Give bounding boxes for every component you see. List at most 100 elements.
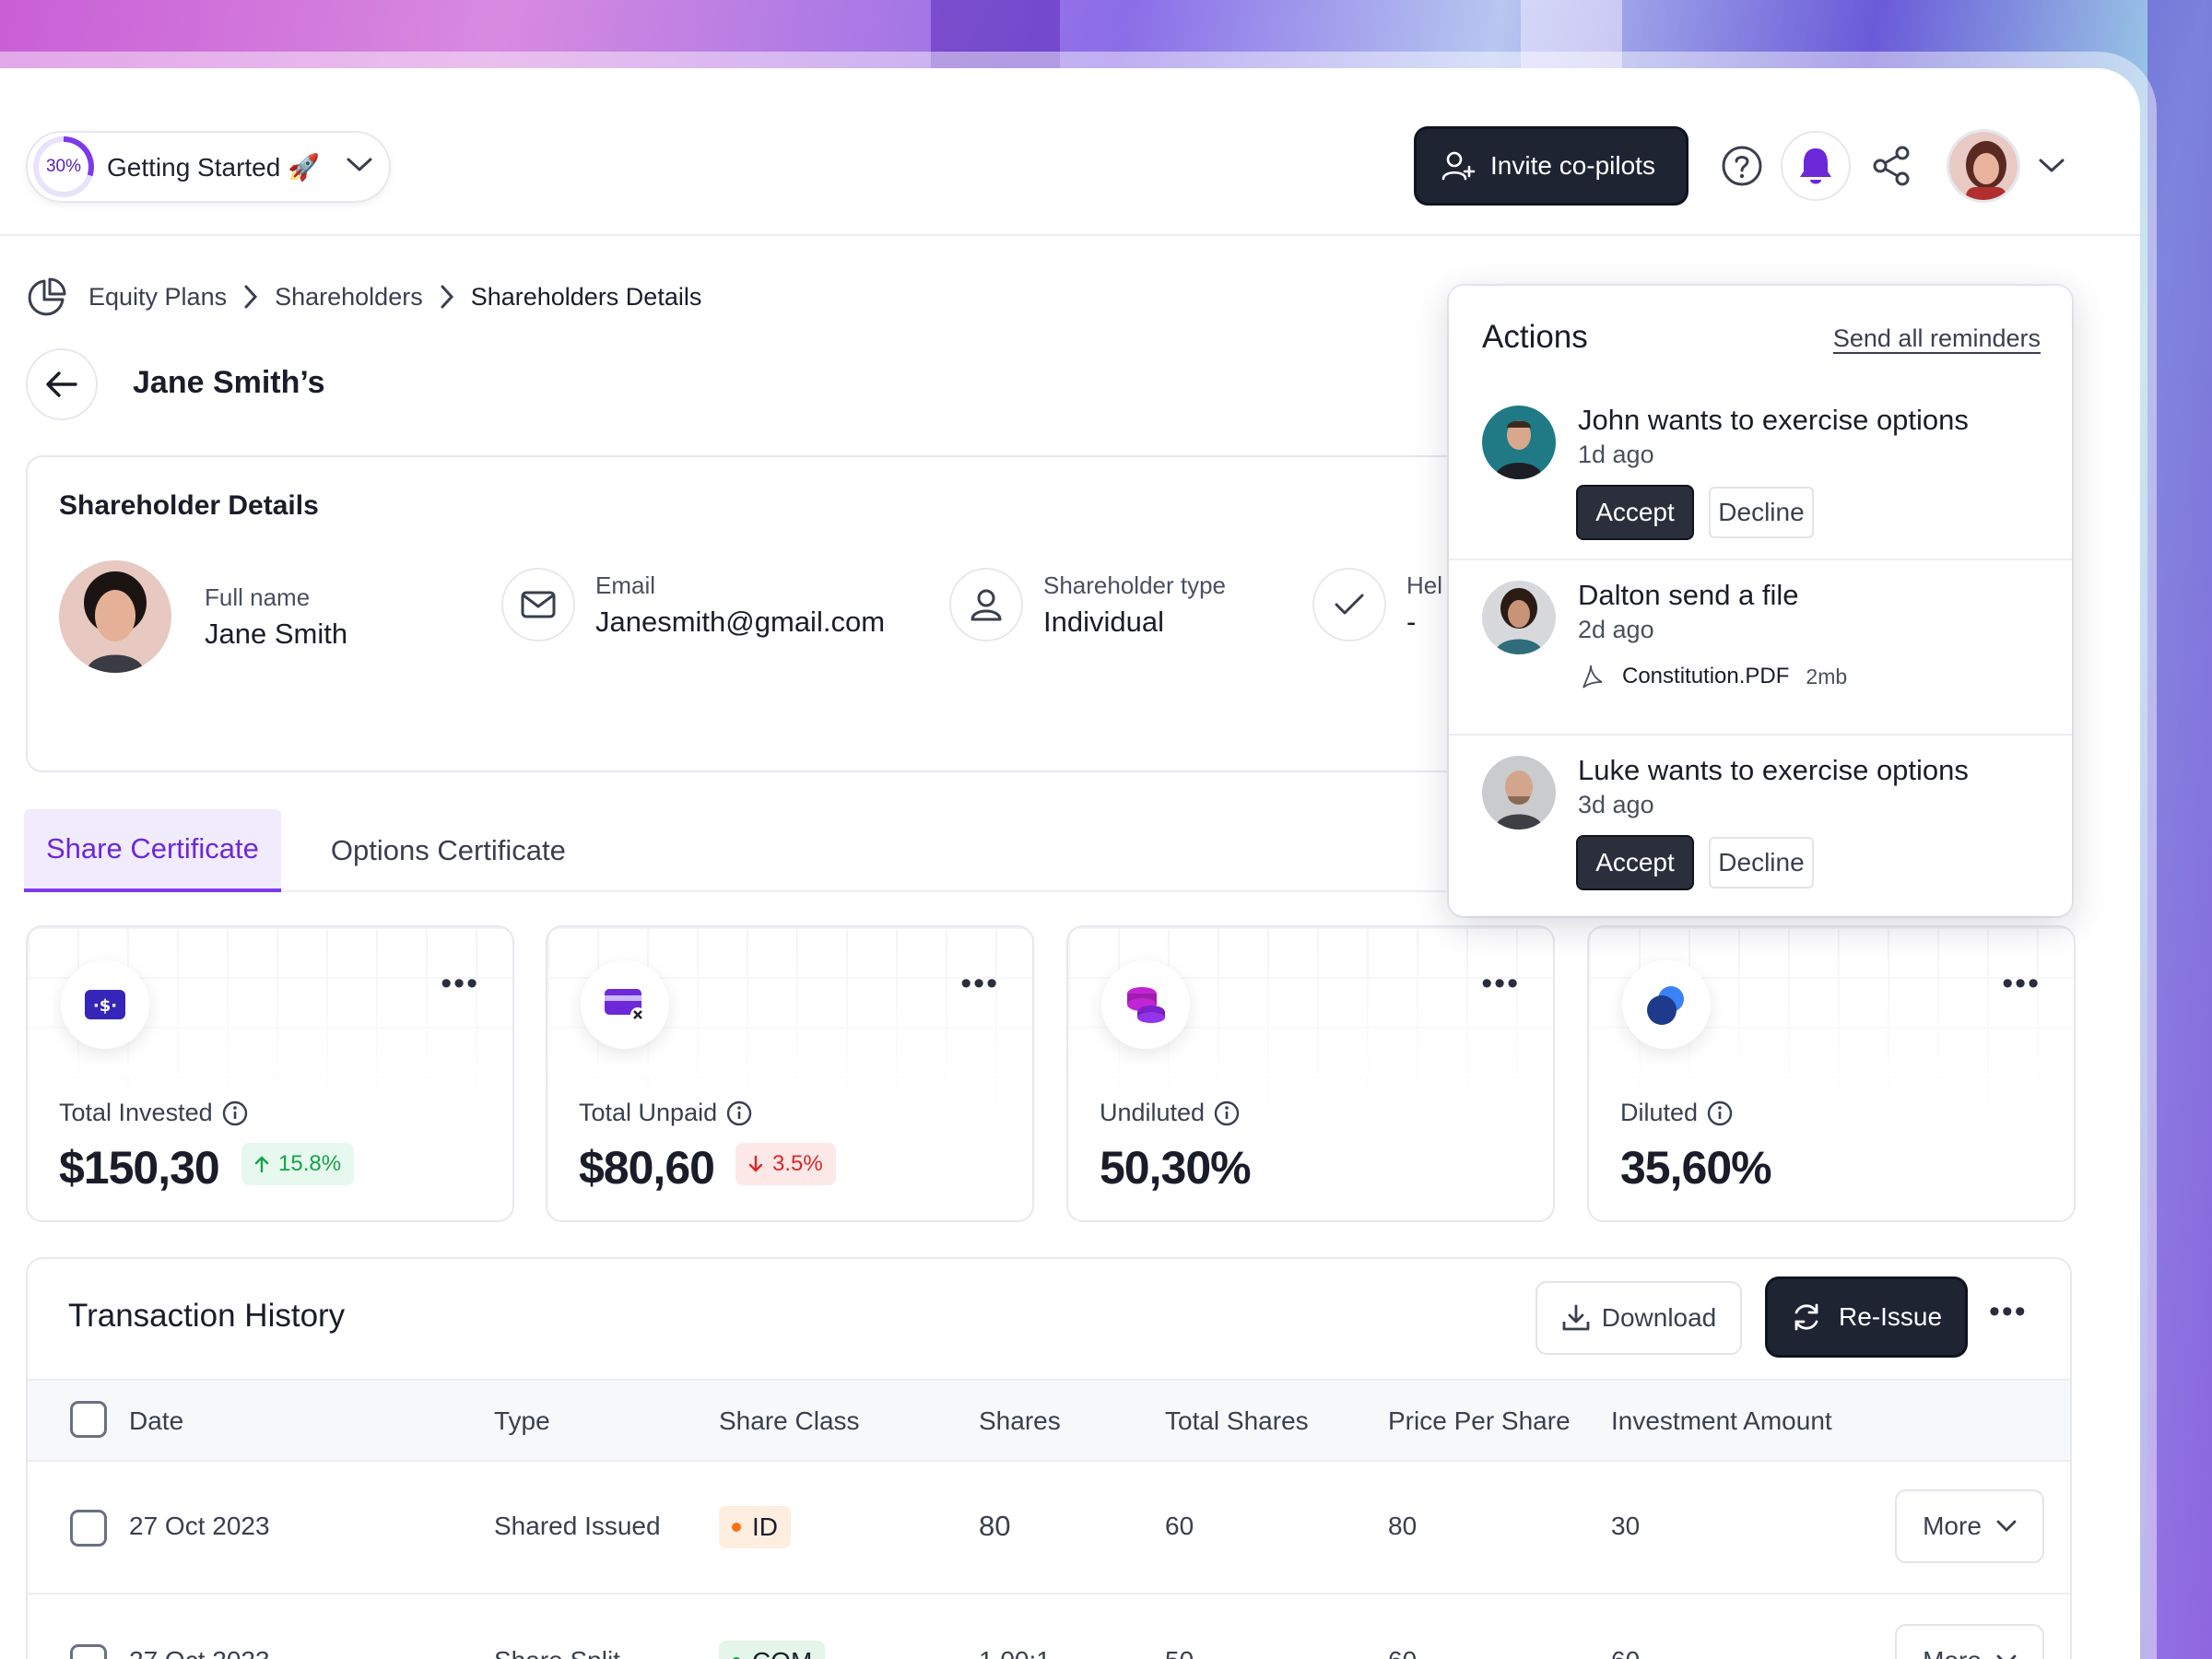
avatar xyxy=(1482,756,1556,830)
info-icon[interactable] xyxy=(726,1100,752,1126)
row-total-shares: 50 xyxy=(1165,1646,1194,1659)
action-item: Dalton send a file 2d ago Constitution.P… xyxy=(1449,560,2072,735)
more-options-icon[interactable]: ••• xyxy=(1989,1294,2028,1329)
shareholder-avatar xyxy=(59,560,171,673)
avatar xyxy=(1482,406,1556,479)
arrow-left-icon xyxy=(45,371,78,398)
certificate-tabs: Share Certificate Options Certificate xyxy=(24,809,1471,892)
user-avatar[interactable] xyxy=(1947,129,2020,203)
full-name-label: Full name xyxy=(205,582,311,611)
share-icon[interactable] xyxy=(1856,131,1926,201)
full-name-field: Full name Jane Smith xyxy=(59,560,347,673)
getting-started-label: Getting Started 🚀 xyxy=(107,152,320,182)
stat-card-total-unpaid: ••• Total Unpaid $80,60 3.5% xyxy=(546,925,1034,1222)
arrow-up-icon xyxy=(254,1155,269,1173)
row-price-per-share: 60 xyxy=(1388,1646,1417,1659)
column-header[interactable]: Date xyxy=(129,1406,184,1435)
column-header[interactable]: Shares xyxy=(979,1406,1061,1435)
share-class-label: ID xyxy=(752,1512,778,1541)
bell-icon[interactable] xyxy=(1781,131,1851,201)
pie-chart-icon xyxy=(26,276,68,318)
table-row[interactable]: 27 Oct 2023 Share Split COM 1.00:1 50 60… xyxy=(28,1594,2070,1659)
decline-button[interactable]: Decline xyxy=(1709,837,1814,888)
transaction-history-card: Transaction History Download Re-Issue ••… xyxy=(26,1257,2072,1659)
action-text: John wants to exercise options xyxy=(1578,404,1969,436)
card-menu-icon[interactable]: ••• xyxy=(2002,966,2041,1001)
help-icon[interactable] xyxy=(1707,131,1777,201)
column-header[interactable]: Total Shares xyxy=(1165,1406,1309,1435)
chevron-right-icon xyxy=(243,284,258,310)
chevron-down-icon[interactable] xyxy=(2017,131,2087,201)
back-button[interactable] xyxy=(26,348,98,420)
card-menu-icon[interactable]: ••• xyxy=(1481,966,1520,1001)
table-row[interactable]: 27 Oct 2023 Shared Issued ID 80 60 80 30… xyxy=(28,1462,2070,1594)
status-dot xyxy=(732,1523,741,1532)
row-date: 27 Oct 2023 xyxy=(129,1646,270,1659)
breadcrumb-shareholders[interactable]: Shareholders xyxy=(275,282,423,311)
more-label: More xyxy=(1923,1646,1982,1659)
row-checkbox[interactable] xyxy=(70,1644,107,1659)
breadcrumb-equity-plans[interactable]: Equity Plans xyxy=(88,282,228,311)
mail-icon xyxy=(501,568,575,641)
transaction-history-title: Transaction History xyxy=(68,1298,346,1334)
coins-stack-icon xyxy=(1101,960,1190,1049)
file-name: Constitution.PDF xyxy=(1622,664,1790,688)
background-streak xyxy=(2147,0,2212,1659)
column-header[interactable]: Investment Amount xyxy=(1611,1406,1832,1435)
stat-label: Total Unpaid xyxy=(579,1099,718,1126)
re-issue-button[interactable]: Re-Issue xyxy=(1768,1279,1965,1355)
stat-value: $80,60 xyxy=(579,1142,715,1194)
action-time: 1d ago xyxy=(1578,441,1654,468)
chevron-down-icon xyxy=(1996,1520,2017,1533)
email-value: Janesmith@gmail.com xyxy=(595,605,886,638)
send-all-reminders-link[interactable]: Send all reminders xyxy=(1832,324,2041,352)
stat-label: Total Invested xyxy=(59,1099,213,1126)
file-attachment[interactable]: Constitution.PDF 2mb xyxy=(1578,662,1847,691)
decline-button[interactable]: Decline xyxy=(1709,487,1814,538)
column-header[interactable]: Type xyxy=(494,1406,550,1435)
refresh-icon xyxy=(1791,1301,1822,1333)
trend-value: 3.5% xyxy=(772,1151,823,1176)
check-icon xyxy=(1312,568,1386,641)
card-menu-icon[interactable]: ••• xyxy=(960,966,999,1001)
status-dot xyxy=(732,1657,741,1659)
select-all-checkbox[interactable] xyxy=(70,1401,107,1438)
held-value: - xyxy=(1406,605,1417,638)
trend-badge: 3.5% xyxy=(735,1143,836,1185)
row-type: Shared Issued xyxy=(494,1512,661,1540)
column-header[interactable]: Price Per Share xyxy=(1388,1406,1571,1435)
shareholder-details-card: Shareholder Details Full name Jane Smith… xyxy=(26,455,1464,772)
card-x-icon xyxy=(581,960,669,1049)
download-icon xyxy=(1561,1303,1591,1333)
accept-button[interactable]: Accept xyxy=(1578,487,1692,538)
email-field: Email Janesmith@gmail.com xyxy=(501,568,885,641)
column-header[interactable]: Share Class xyxy=(719,1406,860,1435)
row-checkbox[interactable] xyxy=(70,1510,107,1547)
getting-started-dropdown[interactable]: 30% Getting Started 🚀 xyxy=(26,131,391,203)
row-shares: 1.00:1 xyxy=(979,1646,1051,1659)
download-button[interactable]: Download xyxy=(1535,1281,1742,1355)
row-total-shares: 60 xyxy=(1165,1512,1194,1540)
row-more-button[interactable]: More xyxy=(1895,1489,2044,1563)
card-menu-icon[interactable]: ••• xyxy=(441,966,479,1001)
info-icon[interactable] xyxy=(1707,1100,1733,1126)
page-title: Jane Smith’s xyxy=(133,365,325,400)
breadcrumb-shareholders-details: Shareholders Details xyxy=(470,282,702,311)
action-time: 2d ago xyxy=(1578,616,1654,643)
action-item: John wants to exercise options 1d ago Ac… xyxy=(1449,385,2072,560)
info-icon[interactable] xyxy=(1214,1100,1240,1126)
tab-share-certificate[interactable]: Share Certificate xyxy=(24,809,281,892)
share-class-badge: COM xyxy=(719,1641,826,1659)
details-heading: Shareholder Details xyxy=(59,490,319,521)
info-icon[interactable] xyxy=(222,1100,248,1126)
shareholder-type-label: Shareholder type xyxy=(1043,571,1227,599)
invite-co-pilots-button[interactable]: Invite co-pilots xyxy=(1417,129,1686,203)
row-shares: 80 xyxy=(979,1510,1011,1542)
app-window: 30% Getting Started 🚀 Invite co-pilots xyxy=(0,68,2140,1659)
accept-button[interactable]: Accept xyxy=(1578,837,1692,888)
chevron-down-icon xyxy=(1996,1654,2017,1659)
actions-dropdown: Actions Send all reminders John wants to… xyxy=(1449,286,2072,916)
tab-options-certificate[interactable]: Options Certificate xyxy=(330,834,566,866)
progress-label: 30% xyxy=(39,142,88,192)
row-more-button[interactable]: More xyxy=(1895,1624,2044,1659)
